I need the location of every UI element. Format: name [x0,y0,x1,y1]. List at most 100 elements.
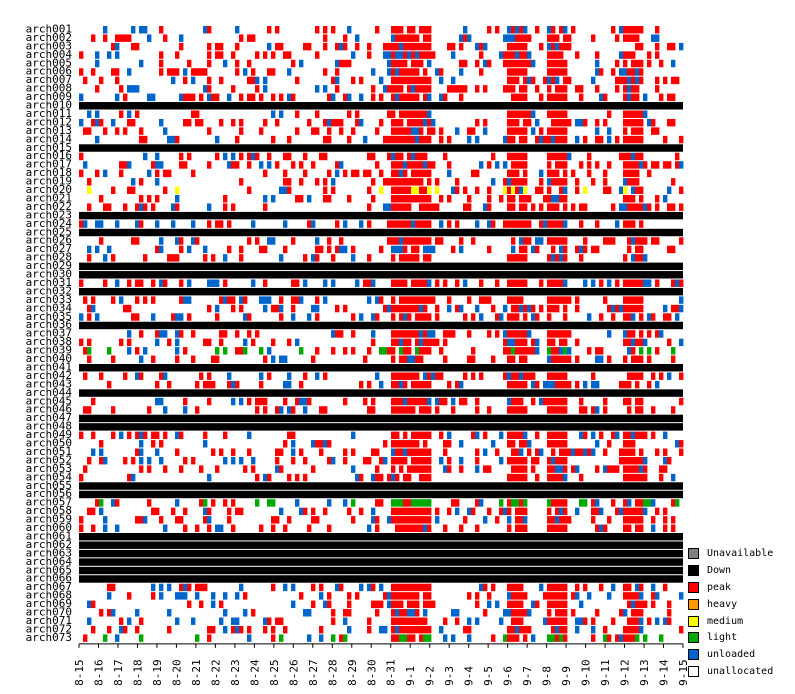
cell-peak [119,110,124,118]
cell-peak [403,127,408,135]
cell-peak [119,85,124,93]
cell-peak [547,516,552,524]
cell-unloaded [651,34,656,42]
cell-peak [415,118,420,127]
cell-peak [419,355,424,363]
cell-peak [551,330,556,338]
cell-peak [515,338,520,347]
cell-peak [559,516,564,524]
cell-unloaded [503,304,508,313]
cell-peak [635,34,640,42]
cell-unloaded [399,380,404,389]
cell-unloaded [647,279,652,287]
cell-peak [423,592,428,600]
cell-peak [631,507,636,516]
cell-peak [199,68,204,76]
cell-peak [191,93,196,102]
cell-peak [511,592,516,600]
cell-unloaded [163,330,168,338]
cell-peak [507,440,512,448]
cell-peak [679,440,684,448]
cell-peak [571,26,576,34]
cell-unloaded [523,26,528,34]
cell-peak [471,347,476,355]
cell-peak [559,42,564,51]
cell-peak [399,118,404,127]
cell-peak [635,338,640,347]
cell-unloaded [491,178,496,186]
cell-peak [99,237,104,245]
cell-unloaded [107,51,112,59]
cell-peak [391,380,396,389]
cell-unloaded [215,135,220,144]
cell-unloaded [179,93,184,102]
cell-peak [395,406,400,414]
cell-unloaded [215,279,220,287]
cell-peak [355,110,360,118]
cell-unloaded [387,592,392,600]
cell-peak [523,195,528,203]
cell-peak [315,245,320,254]
cell-peak [167,338,172,347]
cell-peak [535,473,540,482]
cell-unloaded [235,617,240,625]
cell-peak [551,583,556,592]
cell-light [391,499,396,507]
cell-peak [511,127,516,135]
cell-peak [395,152,400,161]
cell-unloaded [551,456,556,465]
cell-peak [535,85,540,93]
cell-peak [79,169,84,178]
cell-peak [259,524,264,532]
cell-peak [583,203,588,211]
cell-peak [507,152,512,161]
cell-unloaded [503,330,508,338]
cell-peak [527,237,532,245]
cell-peak [619,152,624,161]
cell-peak [407,68,412,76]
cell-peak [219,118,224,127]
cell-unloaded [583,380,588,389]
cell-peak [635,397,640,406]
cell-peak [227,507,232,516]
cell-peak [295,127,300,135]
cell-peak [263,169,268,178]
x-tick-label-8-19: 8-19 [151,659,164,686]
cell-peak [235,380,240,389]
row-label-arch004: arch004 [26,48,73,61]
cell-peak [255,330,260,338]
row-label-arch070: arch070 [26,606,72,619]
cell-peak [563,110,568,118]
cell-peak [91,507,96,516]
cell-unloaded [207,473,212,482]
cell-peak [139,135,144,144]
cell-peak [515,431,520,440]
cell-peak [91,68,96,76]
cell-unloaded [527,304,532,313]
x-tick-label-8-23: 8-23 [229,659,242,686]
cell-peak [555,254,560,262]
cell-unloaded [427,245,432,254]
cell-peak [475,456,480,465]
cell-unloaded [559,254,564,262]
cell-peak [583,237,588,245]
cell-peak [659,465,664,473]
cell-peak [395,456,400,465]
cell-peak [455,279,460,287]
cell-peak [623,110,628,118]
x-tick-label-8-31: 8-31 [385,659,398,686]
cell-peak [267,372,272,380]
cell-peak [627,195,632,203]
cell-peak [519,397,524,406]
cell-unloaded [143,347,148,355]
cell-peak [595,51,600,59]
cell-peak [635,507,640,516]
cell-unloaded [519,186,524,194]
cell-peak [423,397,428,406]
cell-unloaded [483,203,488,211]
cell-peak [651,127,656,135]
cell-peak [631,51,636,59]
cell-unloaded [551,135,556,144]
cell-peak [419,625,424,634]
cell-peak [623,304,628,313]
